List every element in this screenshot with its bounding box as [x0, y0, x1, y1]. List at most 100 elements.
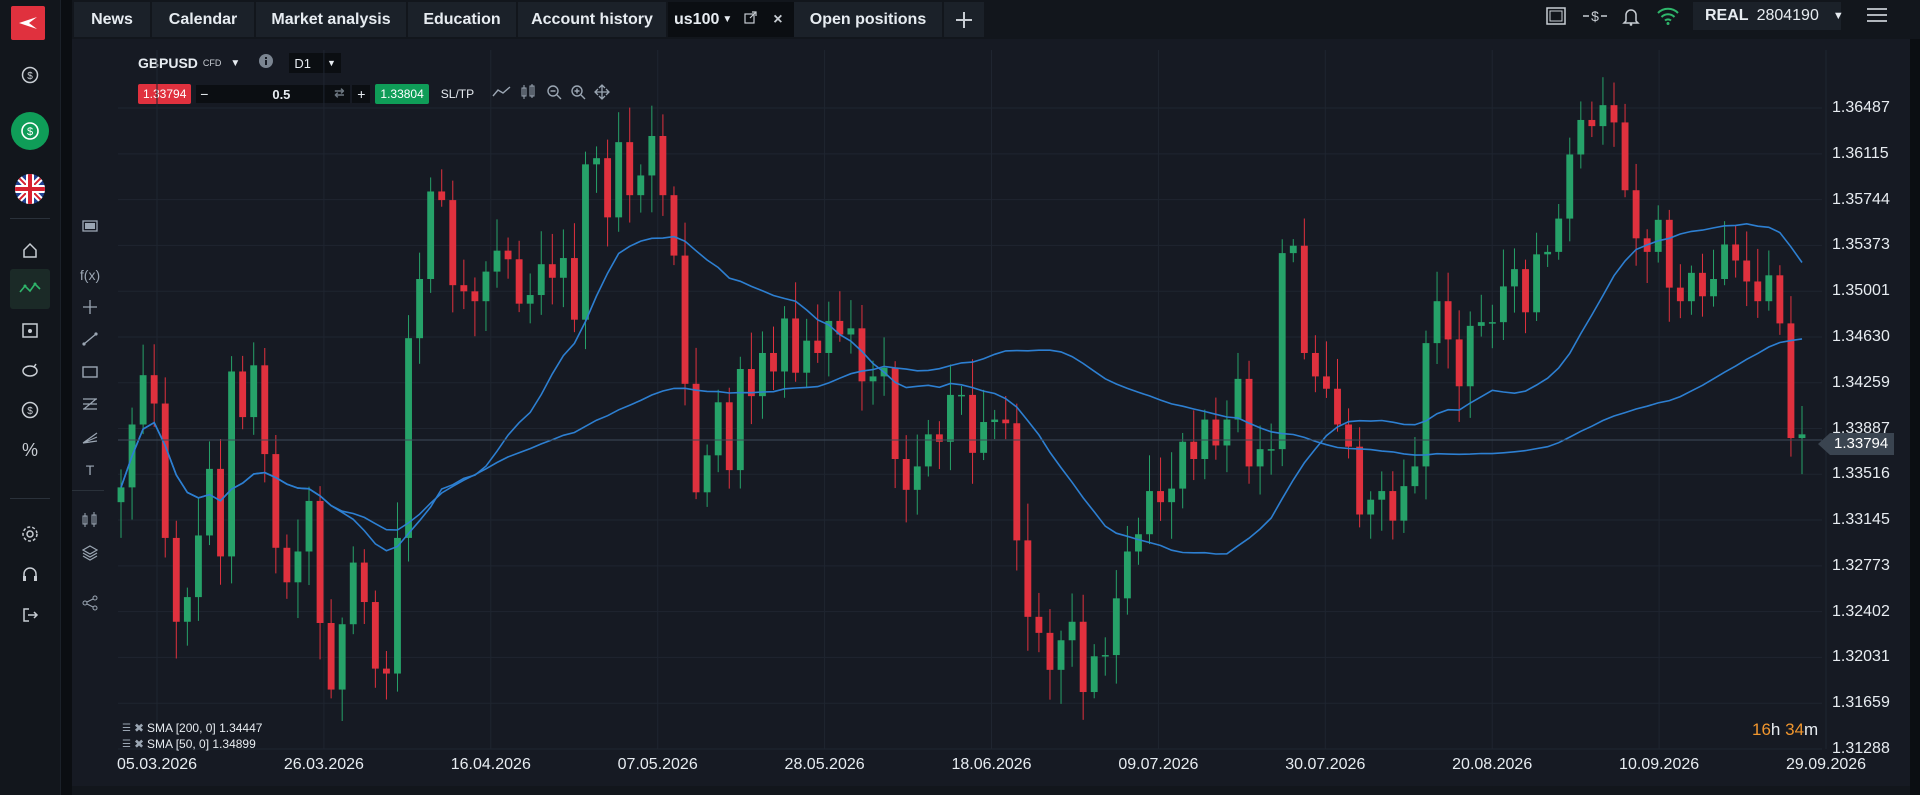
line-chart-icon[interactable] — [492, 85, 512, 104]
screenshot-icon[interactable] — [72, 213, 108, 239]
calendar-icon[interactable] — [10, 310, 50, 350]
fullscreen-icon[interactable] — [1546, 7, 1566, 30]
tab-education[interactable]: Education — [408, 2, 516, 37]
deposit-icon[interactable]: $ — [10, 55, 50, 95]
settings-lines-icon[interactable]: ☰ — [122, 738, 131, 750]
price-tick-label: 1.35373 — [1832, 236, 1890, 254]
tab-label: us100 — [674, 10, 720, 28]
tab-label: News — [91, 10, 133, 28]
settings-lines-icon[interactable]: ☰ — [122, 722, 131, 734]
symbol-name[interactable]: GBPUSD — [138, 55, 198, 71]
date-tick-label: 07.05.2026 — [617, 756, 698, 773]
indicator-label: SMA [200, 0] 1.34447 — [147, 721, 263, 735]
chart-panel — [72, 39, 1910, 791]
home-icon[interactable] — [10, 230, 50, 270]
transfer-icon[interactable]: $ — [1582, 7, 1608, 30]
date-tick-label: 28.05.2026 — [784, 756, 865, 773]
price-tick-label: 1.34630 — [1832, 327, 1890, 345]
swap-icon[interactable]: ⇄ — [334, 86, 345, 100]
add-tab-button[interactable] — [944, 2, 984, 37]
tab-news[interactable]: News — [74, 2, 150, 37]
svg-text:$: $ — [27, 126, 33, 138]
date-tick-label: 20.08.2026 — [1452, 756, 1533, 773]
close-icon[interactable]: × — [773, 10, 783, 28]
pitchfork-icon[interactable] — [72, 424, 108, 450]
percent-icon[interactable]: % — [21, 439, 38, 460]
popout-icon[interactable] — [744, 10, 757, 29]
countdown-minutes: 34 — [1785, 720, 1805, 739]
zoom-out-icon[interactable] — [546, 84, 562, 105]
price-tick-label: 1.35001 — [1832, 282, 1890, 300]
function-icon[interactable]: f(x) — [79, 267, 101, 283]
svg-text:$: $ — [1591, 8, 1599, 24]
timeframe-select[interactable]: D1 ▼ — [289, 53, 342, 73]
trendline-icon[interactable] — [72, 326, 108, 352]
tab-label: Open positions — [809, 10, 927, 28]
buy-price-button[interactable]: 1.33804 — [375, 84, 429, 104]
x-logo-icon[interactable] — [11, 6, 45, 40]
tab-open-positions[interactable]: Open positions — [794, 2, 942, 37]
remove-icon[interactable]: ✖ — [133, 737, 145, 751]
date-tick-label: 16.04.2026 — [450, 756, 531, 773]
info-icon[interactable] — [258, 53, 274, 74]
price-tick-label: 1.34259 — [1832, 373, 1890, 391]
crosshair-icon[interactable] — [72, 294, 108, 320]
tab-market-analysis[interactable]: Market analysis — [256, 2, 406, 37]
sltp-button[interactable]: SL/TP — [440, 87, 475, 101]
text-tool-icon[interactable]: T — [85, 462, 95, 478]
zoom-in-icon[interactable] — [570, 84, 586, 105]
tab-account-history[interactable]: Account history — [518, 2, 666, 37]
tab-calendar[interactable]: Calendar — [152, 2, 254, 37]
countdown-m-unit: m — [1804, 720, 1819, 739]
indicator-row[interactable]: ☰ ✖ SMA [50, 0] 1.34899 — [122, 736, 262, 752]
volume-input[interactable]: 0.5 ⇄ — [212, 85, 351, 103]
funds-icon[interactable]: $ — [10, 111, 50, 151]
date-tick-label: 18.06.2026 — [951, 756, 1032, 773]
wifi-icon — [1656, 6, 1680, 31]
price-tick-label: 1.32402 — [1832, 602, 1890, 620]
tab-us100[interactable]: us100 ▼ × — [668, 2, 798, 37]
left-rail: $ $ $ % — [0, 0, 61, 795]
indicators-icon[interactable] — [72, 507, 108, 533]
date-tick-label: 29.09.2026 — [1785, 756, 1867, 773]
volume-decrement-button[interactable]: − — [196, 85, 213, 103]
move-icon[interactable] — [594, 83, 611, 105]
sell-price-button[interactable]: 1.33794 — [138, 84, 192, 104]
chevron-down-icon[interactable]: ▼ — [722, 14, 733, 25]
rectangle-icon[interactable] — [72, 359, 108, 385]
symbol-bar: GBPUSD CFD ▼ D1 ▼ — [138, 50, 342, 76]
chevron-down-icon: ▼ — [1832, 10, 1844, 22]
logout-icon[interactable] — [10, 595, 50, 635]
price-tick-label: 1.33145 — [1832, 511, 1890, 529]
bell-icon[interactable] — [1622, 6, 1640, 31]
savings-icon[interactable] — [10, 350, 50, 390]
price-tick-label: 1.33887 — [1832, 419, 1890, 437]
remove-icon[interactable]: ✖ — [133, 721, 145, 735]
volume-increment-button[interactable]: + — [352, 85, 371, 103]
tab-label: Market analysis — [271, 10, 391, 28]
support-icon[interactable] — [10, 555, 50, 595]
indicator-label: SMA [50, 0] 1.34899 — [147, 737, 256, 751]
volume-value: 0.5 — [272, 86, 291, 102]
price-tick-label: 1.36115 — [1832, 144, 1889, 162]
chevron-down-icon[interactable]: ▼ — [230, 57, 241, 69]
share-icon[interactable] — [72, 590, 108, 616]
trade-row: 1.33794 − 0.5 ⇄ + 1.33804 SL/TP — [138, 83, 611, 105]
price-tick-label: 1.31288 — [1832, 740, 1890, 757]
menu-icon[interactable] — [1866, 6, 1888, 29]
candles-icon[interactable] — [520, 83, 538, 105]
settings-icon[interactable] — [10, 514, 50, 554]
fibonacci-icon[interactable] — [72, 391, 108, 417]
date-tick-label: 30.07.2026 — [1285, 756, 1366, 773]
layers-icon[interactable] — [72, 540, 108, 566]
uk-flag-icon[interactable] — [10, 169, 50, 209]
account-number: 2804190 — [1756, 7, 1819, 24]
chevron-down-icon: ▼ — [326, 58, 336, 68]
price-tick-label: 1.31659 — [1832, 694, 1890, 712]
market-watch-icon[interactable] — [10, 269, 50, 309]
current-price-value: 1.33794 — [1830, 433, 1895, 455]
dollar-icon[interactable]: $ — [10, 390, 50, 430]
indicator-row[interactable]: ☰ ✖ SMA [200, 0] 1.34447 — [122, 720, 262, 736]
account-selector[interactable]: REAL 2804190 ▼ — [1693, 2, 1844, 30]
plus-icon — [956, 11, 972, 28]
